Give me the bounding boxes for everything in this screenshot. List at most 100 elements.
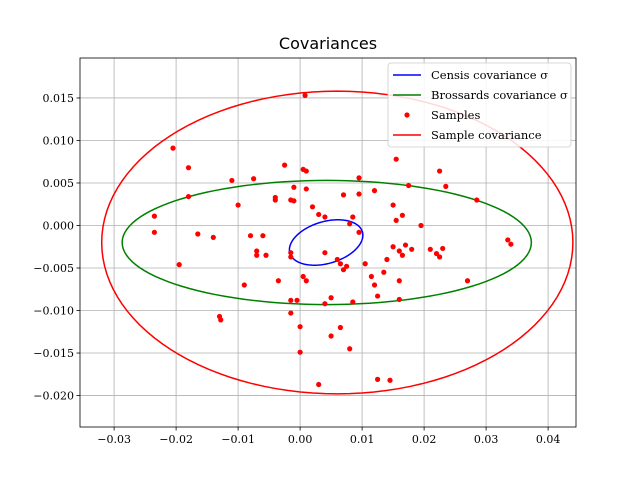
sample-point [399,212,405,218]
sample-point [344,263,350,269]
sample-point [316,381,322,388]
sample-point [297,324,303,330]
legend: Censis covariance σ Brossards covariance … [387,62,572,148]
sample-point [356,229,362,235]
legend-label: Samples [431,108,480,122]
sample-point [337,324,343,331]
sample-point [474,197,480,203]
y-tick-label: −0.020 [33,390,74,403]
legend-marker-swatch [404,112,410,118]
sample-point [340,267,347,273]
sample-point [399,252,405,258]
x-tick-label: −0.01 [221,433,255,446]
sample-point [371,282,378,288]
sample-point [390,202,396,208]
brossards-covariance-ellipse [121,179,533,306]
sample-point [302,92,308,99]
sample-point [251,176,257,182]
sample-point [229,177,235,184]
sample-point [334,256,340,263]
sample-point [390,244,396,250]
sample-point [170,145,176,151]
sample-point [185,193,192,200]
chart-title: Covariances [279,34,377,53]
sample-point [371,188,378,194]
sample-point [381,269,387,275]
sample-point [241,282,247,288]
sample-point [409,246,415,252]
sample-point [210,234,216,240]
sample-point [260,233,266,239]
sample-point [443,183,449,189]
sample-point [375,376,381,382]
sample-point [309,204,316,210]
y-tick-label: −0.015 [33,347,74,360]
sample-point [433,250,440,257]
sample-point [288,250,294,256]
sample-point [288,197,294,203]
y-tick-label: 0.015 [43,92,75,105]
sample-point [151,229,157,235]
sample-point [368,273,374,280]
legend-label: Sample covariance [431,128,542,142]
sample-point [176,262,182,268]
x-tick-label: 0.04 [536,433,561,446]
sample-point [151,213,157,219]
legend-label: Brossards covariance σ [431,88,568,102]
sample-point [384,256,390,263]
sample-point [440,245,446,252]
x-tick-label: 0.03 [474,433,499,446]
y-tick-label: 0.010 [43,134,75,147]
sample-point [328,295,334,301]
sample-point [235,202,241,208]
sample-point [340,192,347,198]
x-tick-label: −0.02 [159,433,193,446]
y-axis: −0.020 −0.015 −0.010 −0.005 0.000 0.005 0.010 0… [33,92,80,403]
y-tick-label: −0.005 [33,262,74,275]
sample-point [254,252,260,258]
sample-point [356,175,362,181]
sample-point [316,211,322,218]
x-tick-label: 0.01 [350,433,375,446]
sample-point [347,346,353,352]
sample-point [396,278,402,284]
sample-point [362,261,368,267]
sample-point [328,333,334,339]
sample-point [337,261,343,267]
sample-point [288,310,294,316]
sample-point [272,194,278,201]
sample-point [437,168,443,174]
sample-point [418,222,424,229]
sample-point [218,317,224,323]
sample-point [322,214,328,220]
sample-point [288,297,294,303]
axes-frame [79,57,577,428]
y-tick-label: 0.000 [43,219,75,232]
sample-point [254,248,260,254]
sample-point [275,278,281,284]
sample-point [263,252,269,258]
legend-box [387,62,572,148]
sample-point [291,184,297,190]
sample-point [185,165,192,171]
sample-point [288,254,294,260]
y-tick-label: −0.010 [33,305,74,318]
legend-label: Censis covariance σ [431,68,548,82]
sample-point [505,237,511,243]
sample-point [508,241,514,247]
sample-point [322,301,328,307]
sample-point [356,191,362,197]
x-tick-label: 0.00 [288,433,313,446]
x-tick-label: 0.02 [412,433,437,446]
sample-point [406,182,412,189]
sample-point [350,214,356,220]
sample-point [294,297,300,303]
sample-point [396,296,402,303]
sample-point [322,250,328,256]
y-tick-label: 0.005 [43,177,75,190]
sample-point [303,278,309,284]
sample-point [393,217,399,223]
sample-point [464,278,471,284]
sample-point [437,254,443,260]
